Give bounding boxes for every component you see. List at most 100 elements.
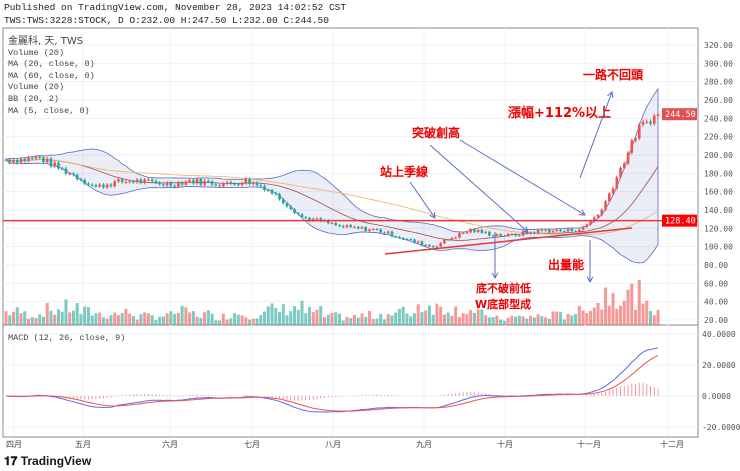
volume-bar <box>562 319 566 325</box>
volume-bar <box>75 303 79 325</box>
volume-bar <box>143 312 147 325</box>
volume-bar <box>248 319 252 325</box>
candle <box>34 156 38 159</box>
candle <box>87 183 90 185</box>
volume-bar <box>469 310 473 325</box>
volume-bar <box>113 312 117 325</box>
candle <box>341 225 345 228</box>
month-tick: 四月 <box>6 440 22 449</box>
candle <box>83 179 86 184</box>
volume-bar <box>630 283 634 325</box>
volume-bar <box>547 318 551 325</box>
ohlc-line: TWS:TWS:3228:STOCK, D O:232.00 H:247.50 … <box>4 15 329 26</box>
legend-bb[interactable]: BB (20, 2) <box>8 93 60 104</box>
candle <box>424 244 427 246</box>
candle <box>214 184 218 186</box>
candle <box>15 159 19 163</box>
volume-bar <box>270 303 274 325</box>
candle <box>488 231 491 236</box>
legend-volume2[interactable]: Volume (20) <box>8 82 65 93</box>
candle <box>244 178 248 184</box>
legend-ma60[interactable]: MA (60, close, 0) <box>8 70 95 81</box>
candle <box>461 232 465 234</box>
volume-bar <box>90 315 94 325</box>
candle <box>315 218 319 220</box>
volume-bar <box>274 307 278 325</box>
volume-bar <box>191 311 195 325</box>
volume-bar <box>574 314 578 325</box>
legend-ma20[interactable]: MA (20, close, 0) <box>8 59 95 70</box>
candle <box>431 246 435 248</box>
volume-bar <box>41 316 45 325</box>
volume-bar <box>649 311 653 325</box>
candle <box>259 185 263 187</box>
candle <box>143 179 146 183</box>
volume-bar <box>15 307 19 325</box>
volume-bar <box>596 303 600 325</box>
macd-tick: 40.0000 <box>702 330 736 339</box>
volume-bar <box>499 319 503 325</box>
candle <box>604 201 607 210</box>
volume-bar <box>139 314 143 325</box>
candle <box>199 178 203 185</box>
volume-bar <box>544 317 548 325</box>
tradingview-logo: 𝟏𝟕 TradingView <box>4 454 91 469</box>
candle <box>128 181 131 183</box>
candle <box>405 239 409 241</box>
candle <box>57 162 60 169</box>
volume-bar <box>38 314 42 325</box>
volume-bar <box>19 313 23 325</box>
volume-bar <box>195 316 199 325</box>
arrow <box>409 181 436 219</box>
volume-bar <box>409 316 413 325</box>
candle <box>450 237 454 240</box>
legend-volume[interactable]: Volume (20) <box>8 47 65 58</box>
volume-bar <box>454 306 458 325</box>
candle <box>544 229 547 231</box>
annotation-a1: 一路不回頭 <box>583 67 644 82</box>
candle <box>656 114 660 116</box>
price-tick: 280.00 <box>704 78 733 87</box>
candle <box>8 159 12 163</box>
candle <box>233 183 236 185</box>
volume-bar <box>442 314 446 325</box>
volume-bar <box>439 306 443 325</box>
volume-bar <box>161 316 165 325</box>
volume-bar <box>210 313 214 325</box>
candle <box>117 179 120 182</box>
candle <box>649 121 652 124</box>
month-tick: 六月 <box>162 439 178 449</box>
volume-bar <box>540 316 544 325</box>
volume-bar <box>416 304 420 325</box>
volume-bar <box>435 303 439 325</box>
legend-ma5[interactable]: MA (5, close, 0) <box>8 105 90 116</box>
arrow-head <box>586 276 594 284</box>
candle <box>64 168 68 174</box>
candle <box>222 183 225 187</box>
macd-legend[interactable]: MACD (12, 26, close, 9) <box>8 333 126 343</box>
candle <box>237 184 240 186</box>
volume-bar <box>589 310 593 325</box>
candle <box>102 184 105 188</box>
volume-bar <box>169 311 173 325</box>
annotation-a2: 漲幅+112%以上 <box>508 105 611 121</box>
legend-symbol[interactable]: 金麗科, 天, TWS <box>8 36 84 47</box>
candle <box>398 236 401 239</box>
volume-bar <box>124 308 128 325</box>
candle <box>42 157 45 163</box>
candle <box>177 182 180 187</box>
volume-bar <box>510 315 514 325</box>
candle <box>98 184 101 187</box>
volume-bar <box>514 316 518 325</box>
volume-bar <box>379 313 383 325</box>
candle <box>165 182 169 186</box>
volume-bar <box>30 317 34 325</box>
candle <box>218 185 221 187</box>
volume-bar <box>345 316 349 325</box>
volume-bar <box>371 318 375 325</box>
candle <box>521 231 525 236</box>
candle <box>158 182 161 185</box>
volume-bar <box>218 320 222 325</box>
candle <box>360 227 364 229</box>
